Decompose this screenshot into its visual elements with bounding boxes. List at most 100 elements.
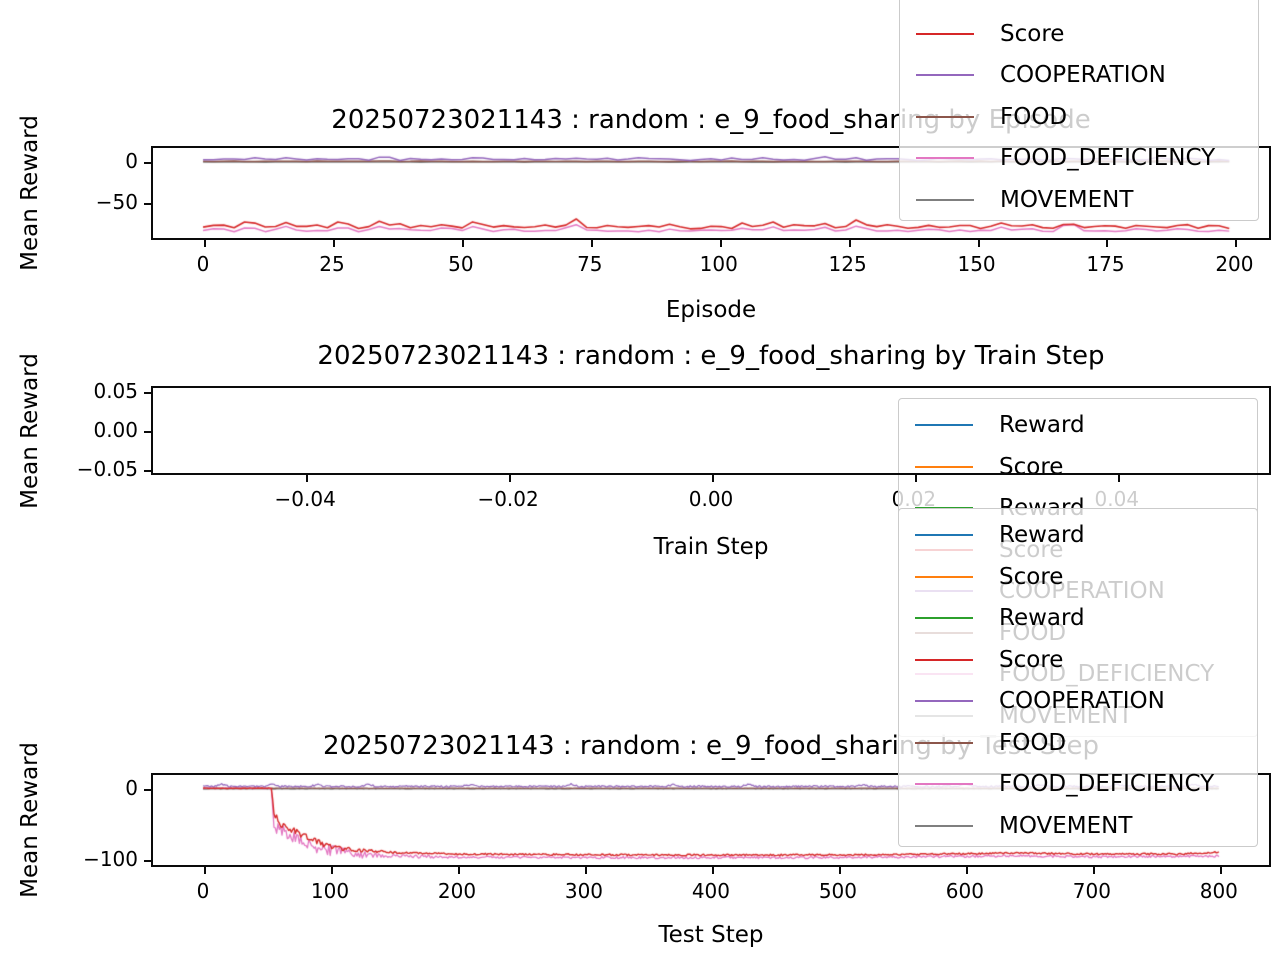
legend-label: COOPERATION bbox=[999, 688, 1165, 714]
x-tick-mark bbox=[711, 867, 714, 874]
legend-line-swatch bbox=[915, 575, 973, 578]
x-tick-label: 125 bbox=[828, 252, 867, 276]
y-tick-mark bbox=[144, 203, 151, 206]
legend-line-swatch bbox=[915, 741, 973, 744]
x-tick-mark bbox=[712, 475, 714, 482]
x-tick-label: 0 bbox=[196, 252, 210, 276]
legend-label: MOVEMENT bbox=[1000, 186, 1134, 213]
legend-label: Score bbox=[999, 646, 1064, 673]
x-axis-label-test-step: Test Step bbox=[658, 922, 764, 948]
x-tick-label: 75 bbox=[577, 252, 603, 276]
x-tick-label: 200 bbox=[1215, 252, 1254, 276]
y-tick-label: −50 bbox=[95, 190, 138, 215]
legend-entry: COOPERATION bbox=[899, 685, 1165, 717]
x-tick-mark bbox=[461, 240, 464, 247]
legend-line-swatch bbox=[916, 115, 974, 118]
x-tick-mark bbox=[204, 867, 207, 874]
episode-plot-frame bbox=[144, 146, 1271, 247]
legend-label: Score bbox=[1000, 20, 1065, 47]
test-step-plot-frame bbox=[144, 773, 1271, 874]
legend-entry: FOOD bbox=[900, 101, 1067, 133]
x-tick-mark bbox=[719, 240, 722, 247]
legend-line-swatch bbox=[916, 74, 974, 76]
legend-entry: Score bbox=[899, 644, 1063, 676]
x-tick-label: 700 bbox=[1072, 879, 1111, 903]
x-tick-mark bbox=[204, 240, 207, 247]
legend-entry: Reward bbox=[899, 602, 1085, 634]
x-tick-mark bbox=[914, 475, 917, 482]
x-tick-label: 600 bbox=[945, 879, 984, 903]
y-tick-label: 0.00 bbox=[93, 417, 138, 442]
legend-entry: MOVEMENT bbox=[900, 184, 1133, 216]
legend-entry: Score bbox=[900, 18, 1064, 50]
x-tick-label: 500 bbox=[818, 879, 857, 903]
x-tick-label: 300 bbox=[564, 879, 604, 903]
y-tick-label: 0 bbox=[125, 149, 138, 174]
legend-label: FOOD bbox=[999, 729, 1067, 756]
y-tick-label: −0.05 bbox=[76, 457, 138, 481]
legend-entry: Reward bbox=[900, 0, 1086, 8]
legend-test-step: Reward Score Reward Score COOPERATION FOOD FOO… bbox=[898, 508, 1258, 847]
x-tick-label: 400 bbox=[691, 879, 731, 903]
legend-entry: COOPERATION bbox=[900, 59, 1166, 91]
x-tick-mark bbox=[457, 867, 460, 874]
legend-line-swatch bbox=[915, 700, 973, 702]
legend-line-swatch bbox=[916, 32, 974, 35]
legend-entry: FOOD bbox=[899, 727, 1066, 759]
y-tick-label: −100 bbox=[83, 846, 138, 871]
legend-label: Score bbox=[999, 453, 1064, 480]
x-tick-mark bbox=[509, 475, 512, 482]
x-tick-label: 150 bbox=[957, 252, 996, 276]
y-axis-label-test-step: Mean Reward bbox=[17, 742, 43, 898]
x-tick-mark bbox=[965, 867, 968, 874]
y-tick-mark bbox=[144, 470, 151, 472]
x-tick-mark bbox=[590, 240, 593, 247]
x-tick-label: 100 bbox=[310, 879, 350, 903]
x-tick-mark bbox=[1219, 867, 1222, 874]
legend-line-swatch bbox=[915, 617, 973, 619]
train-step-plot-frame bbox=[144, 386, 1271, 482]
x-tick-mark bbox=[331, 867, 334, 874]
legend-line-swatch bbox=[916, 198, 974, 201]
y-tick-mark bbox=[144, 859, 151, 862]
x-tick-mark bbox=[1106, 240, 1109, 247]
legend-line-swatch bbox=[915, 424, 973, 426]
legend-label: MOVEMENT bbox=[999, 812, 1133, 839]
x-tick-label: 0 bbox=[196, 879, 210, 903]
x-tick-mark bbox=[1092, 867, 1095, 874]
legend-label: FOOD_DEFICIENCY bbox=[1000, 145, 1216, 171]
x-tick-label: 800 bbox=[1199, 879, 1238, 903]
x-tick-label: 25 bbox=[319, 252, 345, 276]
x-tick-mark bbox=[838, 867, 841, 874]
legend-label: Reward bbox=[999, 605, 1085, 631]
legend-line-swatch bbox=[915, 534, 973, 536]
legend-entry: MOVEMENT bbox=[899, 810, 1132, 842]
x-tick-mark bbox=[977, 240, 980, 247]
x-tick-mark bbox=[848, 240, 851, 247]
y-tick-mark bbox=[144, 430, 151, 433]
x-tick-label: 50 bbox=[448, 252, 474, 276]
legend-entry: Reward bbox=[899, 409, 1085, 441]
legend-entry: Reward bbox=[899, 519, 1085, 551]
y-tick-mark bbox=[144, 162, 151, 165]
legend-label: FOOD bbox=[1000, 103, 1068, 130]
x-tick-label: 100 bbox=[699, 252, 738, 276]
x-tick-mark bbox=[306, 475, 309, 482]
x-tick-mark bbox=[1117, 475, 1120, 482]
legend-label: COOPERATION bbox=[1000, 62, 1166, 88]
legend-line-swatch bbox=[915, 658, 973, 661]
x-tick-mark bbox=[584, 867, 587, 874]
x-tick-label: 0.00 bbox=[688, 487, 734, 511]
legend-entry: FOOD_DEFICIENCY bbox=[900, 142, 1215, 174]
x-tick-label: 200 bbox=[437, 879, 477, 903]
x-tick-mark bbox=[332, 240, 335, 247]
legend-label: FOOD_DEFICIENCY bbox=[999, 771, 1215, 797]
x-tick-label: −0.04 bbox=[274, 487, 336, 511]
legend-line-swatch bbox=[915, 783, 973, 785]
legend-label: Score bbox=[999, 563, 1064, 590]
y-tick-label: 0 bbox=[125, 775, 138, 800]
x-tick-mark bbox=[1235, 240, 1238, 247]
y-tick-mark bbox=[144, 391, 151, 394]
legend-entry: Score bbox=[899, 561, 1063, 593]
x-axis-label-train-step: Train Step bbox=[653, 534, 769, 560]
